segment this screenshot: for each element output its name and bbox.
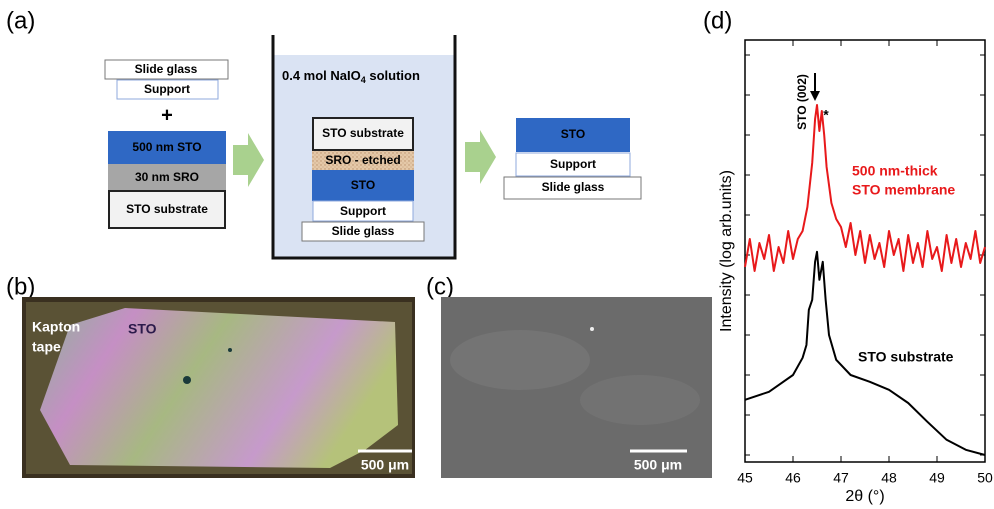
series-label: STO substrate xyxy=(858,349,954,365)
xrd-chart: 45 46 47 48 49 50 2θ (°) Intensity (log arb.uni… xyxy=(718,40,993,505)
x-axis-label: 2θ (°) xyxy=(845,488,884,505)
x-tick-label: 46 xyxy=(785,470,801,486)
layer-label: Support xyxy=(144,82,190,96)
figure: (a) (b) (c) (d) Slide glass Support + 50… xyxy=(0,0,994,509)
photo-label: tape xyxy=(32,339,61,355)
scale-label: 500 μm xyxy=(361,457,409,473)
layer-label: 30 nm SRO xyxy=(135,170,199,184)
x-tick-label: 45 xyxy=(737,470,753,486)
layer-label: STO substrate xyxy=(322,126,404,140)
layer-label: 500 nm STO xyxy=(132,140,201,154)
peak-arrowhead xyxy=(810,91,820,101)
x-tick-label: 47 xyxy=(833,470,849,486)
series-label: STO membrane xyxy=(852,182,955,198)
membrane xyxy=(40,308,398,468)
layer-label: Slide glass xyxy=(135,62,198,76)
layer-label: Support xyxy=(550,157,596,171)
y-axis-label: Intensity (log arb.units) xyxy=(718,170,735,332)
photo-label: STO xyxy=(128,321,157,337)
panel-label: (b) xyxy=(6,273,35,300)
panel-label: (a) xyxy=(6,7,35,34)
layer-label: Slide glass xyxy=(542,180,605,194)
layer-label: Slide glass xyxy=(332,224,395,238)
solution-label: 0.4 mol NaIO4 solution xyxy=(282,68,420,85)
series-label: 500 nm-thick xyxy=(852,163,938,179)
asterisk: * xyxy=(823,107,829,123)
x-tick-label: 49 xyxy=(929,470,945,486)
scale-label: 500 μm xyxy=(634,457,682,473)
layer-label: SRO - etched xyxy=(325,153,400,167)
layer-label: Support xyxy=(340,204,386,218)
texture xyxy=(580,375,700,425)
texture xyxy=(450,330,590,390)
layer-label: STO xyxy=(561,127,585,141)
photo-label: Kapton xyxy=(32,319,80,335)
layer-label: STO substrate xyxy=(126,202,208,216)
particle xyxy=(590,327,594,331)
layer-label: STO xyxy=(351,178,375,192)
x-tick-label: 50 xyxy=(977,470,993,486)
x-tick-label: 48 xyxy=(881,470,897,486)
plus: + xyxy=(161,104,173,126)
defect xyxy=(228,348,232,352)
panel-label: (c) xyxy=(426,273,454,300)
peak-label: STO (002) xyxy=(795,74,809,130)
arrow xyxy=(233,133,264,187)
panel-label: (d) xyxy=(703,7,732,34)
defect xyxy=(183,376,191,384)
arrow xyxy=(465,130,496,184)
